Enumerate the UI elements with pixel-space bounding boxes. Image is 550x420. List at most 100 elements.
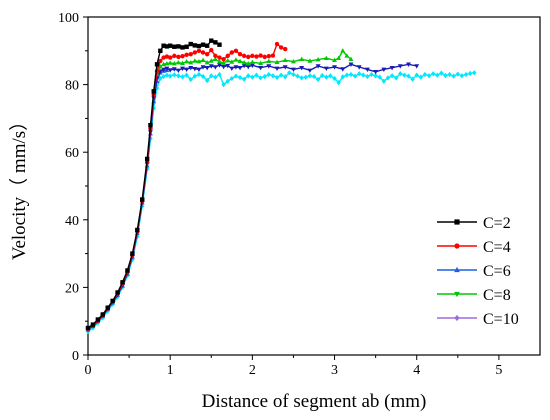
data-point-c8: [161, 67, 167, 73]
data-point-c2: [140, 197, 145, 202]
data-point-c8: [204, 65, 210, 71]
x-tick-label: 5: [495, 363, 502, 378]
data-point-c4: [167, 55, 173, 60]
data-point-c2: [154, 62, 160, 67]
legend-marker: [454, 219, 460, 225]
data-point-unlabeled-5: [167, 60, 173, 65]
data-point-c2: [95, 317, 101, 322]
x-tick-label: 4: [413, 363, 420, 378]
data-point-c10: [361, 72, 366, 78]
data-point-unlabeled-5: [175, 59, 181, 65]
data-point-c10: [200, 73, 206, 80]
data-point-c10: [389, 73, 395, 79]
data-point-c8: [225, 63, 231, 69]
data-point-c4: [241, 53, 247, 59]
data-point-c4: [176, 54, 181, 60]
data-point-unlabeled-5: [291, 58, 296, 64]
data-point-c10: [176, 73, 181, 79]
legend-item-c2: C=2: [437, 215, 511, 232]
data-point-c10: [414, 72, 419, 78]
data-point-c10: [250, 74, 255, 80]
data-point-unlabeled-5: [282, 57, 288, 63]
legend-marker: [454, 291, 460, 298]
data-point-unlabeled-5: [180, 60, 185, 66]
data-point-c4: [225, 53, 230, 59]
data-point-c2: [204, 43, 210, 48]
data-point-c10: [204, 77, 210, 84]
data-point-c10: [320, 72, 325, 79]
series-line-c4: [87, 42, 286, 330]
data-point-c2: [90, 322, 96, 327]
data-point-c4: [213, 53, 218, 59]
data-point-c8: [233, 65, 239, 70]
data-point-c10: [161, 73, 166, 80]
data-point-c10: [443, 72, 448, 79]
data-point-c4: [229, 50, 235, 55]
data-point-c10: [381, 78, 387, 84]
data-point-c8: [164, 66, 170, 72]
data-point-unlabeled-5: [212, 56, 218, 62]
data-point-c10: [315, 76, 321, 83]
data-point-c8: [241, 63, 247, 69]
data-point-c8: [389, 65, 395, 71]
data-point-c10: [385, 75, 391, 81]
data-point-unlabeled-5: [241, 59, 247, 65]
data-point-c10: [196, 71, 202, 78]
data-point-c10: [336, 79, 341, 86]
data-point-c10: [459, 73, 465, 79]
data-point-c10: [192, 73, 198, 79]
legend-item-c10: C=10: [437, 311, 519, 328]
data-point-c4: [172, 53, 177, 59]
data-point-c2: [192, 43, 198, 48]
data-point-c10: [393, 75, 399, 81]
data-point-c2: [148, 122, 153, 128]
legend-item-c6: C=6: [437, 263, 511, 280]
data-point-c8: [299, 65, 305, 71]
data-point-c8: [356, 65, 362, 70]
data-point-unlabeled-5: [266, 58, 272, 64]
data-point-c2: [180, 45, 185, 50]
data-point-unlabeled-5: [157, 64, 163, 69]
data-point-c2: [158, 48, 163, 53]
x-tick-label: 1: [167, 363, 174, 378]
data-point-c10: [439, 70, 444, 76]
data-point-c2: [151, 89, 156, 94]
series-line-c8: [87, 63, 417, 331]
legend-label: C=8: [483, 287, 511, 304]
data-point-c10: [164, 72, 170, 78]
data-point-c10: [167, 73, 173, 79]
data-point-c4: [258, 53, 263, 58]
data-point-c10: [340, 74, 345, 80]
data-point-c4: [233, 48, 239, 53]
data-point-c10: [348, 71, 354, 78]
data-point-c10: [426, 73, 432, 79]
data-point-c10: [213, 74, 218, 80]
data-point-c4: [217, 55, 222, 60]
data-point-c10: [418, 74, 424, 80]
data-point-c2: [144, 156, 150, 162]
data-point-c8: [171, 67, 177, 72]
data-point-c8: [192, 66, 198, 72]
y-axis-ticks: 0 20 40 60 80 100: [58, 11, 88, 364]
data-point-c10: [287, 70, 292, 76]
data-point-c10: [369, 71, 374, 78]
series-unlabeled-5: [154, 48, 354, 77]
data-point-c10: [291, 71, 296, 78]
legend-item-c4: C=4: [437, 239, 511, 256]
data-point-c2: [135, 227, 140, 233]
data-point-c2: [196, 43, 202, 49]
y-tick-label: 100: [58, 11, 79, 26]
data-point-c10: [311, 73, 317, 80]
data-point-c10: [237, 74, 243, 81]
data-point-unlabeled-5: [217, 58, 222, 64]
data-point-c2: [176, 44, 181, 49]
data-point-c10: [410, 76, 415, 82]
data-point-c10: [352, 73, 358, 79]
data-point-c10: [270, 73, 276, 79]
data-point-unlabeled-5: [245, 61, 251, 66]
series-c2: [85, 38, 222, 331]
data-point-c10: [266, 71, 271, 78]
data-point-unlabeled-5: [229, 59, 235, 64]
data-point-c8: [249, 63, 255, 68]
